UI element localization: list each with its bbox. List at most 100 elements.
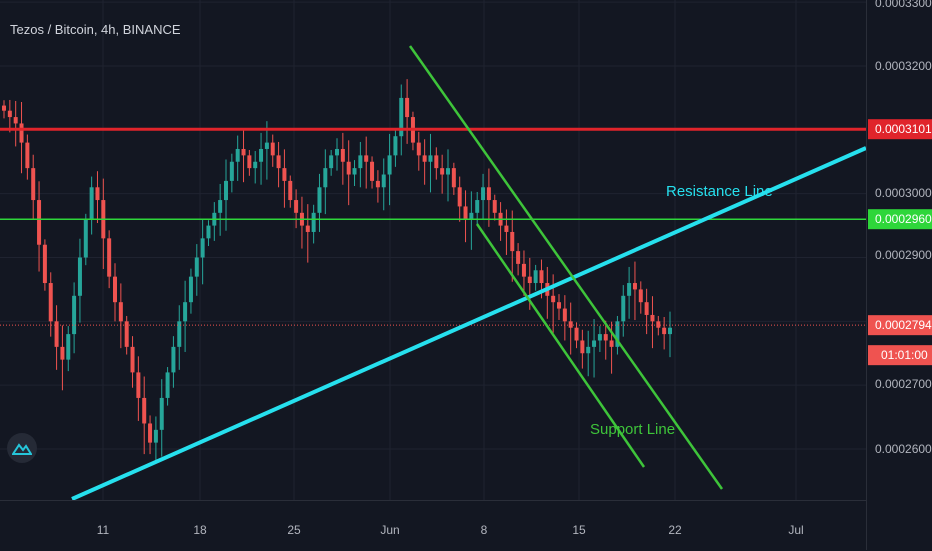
candle <box>481 173 486 220</box>
resistance-line-label: Resistance Line <box>666 183 773 200</box>
price-tag <box>868 315 932 336</box>
candle <box>153 416 158 462</box>
countdown-tag <box>868 345 932 366</box>
candle <box>358 141 363 188</box>
candle <box>387 133 392 206</box>
candle <box>323 149 328 215</box>
chart-title: Tezos / Bitcoin, 4h, BINANCE <box>10 22 181 37</box>
candle <box>422 139 427 185</box>
candle <box>282 149 287 208</box>
candle <box>288 175 293 208</box>
candle <box>229 153 234 193</box>
candle <box>206 220 211 247</box>
candle <box>148 415 153 455</box>
tradingview-logo-icon[interactable] <box>7 433 37 463</box>
candle <box>25 134 30 180</box>
candle <box>352 160 357 187</box>
candle <box>113 263 117 322</box>
candle <box>118 283 123 349</box>
candle <box>405 79 410 144</box>
candle <box>615 315 620 355</box>
price-tick-label: 0.0003200 <box>875 59 932 73</box>
candle <box>492 194 497 221</box>
candle <box>428 133 433 193</box>
candle <box>504 209 509 255</box>
candle <box>2 100 6 119</box>
countdown-label: 01:01:00 <box>881 348 928 362</box>
candle <box>586 330 591 377</box>
price-tag-label: 0.0002960 <box>875 212 932 226</box>
candle <box>171 336 176 388</box>
time-tick-label: 11 <box>97 523 110 537</box>
time-tick-label: 25 <box>287 523 301 537</box>
candle <box>37 181 42 272</box>
candle <box>183 280 188 352</box>
candle <box>95 171 100 224</box>
candle <box>124 315 129 355</box>
candle <box>107 230 112 289</box>
candle <box>557 294 561 321</box>
candle <box>247 150 252 176</box>
candle <box>142 376 147 455</box>
candle <box>294 189 299 229</box>
candle <box>253 151 258 184</box>
candle <box>340 132 345 185</box>
candle <box>19 102 24 174</box>
time-tick-label: 22 <box>668 523 682 537</box>
candle <box>375 170 380 203</box>
time-tick-label: Jul <box>788 523 803 537</box>
candle <box>656 315 661 336</box>
channel-upper-line <box>408 45 724 490</box>
candle <box>66 326 71 372</box>
candle <box>329 150 334 176</box>
candle <box>311 204 316 244</box>
candle <box>364 136 369 189</box>
candle <box>370 156 375 189</box>
candle <box>177 305 182 370</box>
candle <box>668 311 672 358</box>
price-axis[interactable]: 0.0003300 0.0003200 0.0003000 0.0002900 0.00… <box>866 0 932 550</box>
candle <box>194 244 199 296</box>
candle <box>440 154 445 194</box>
candle <box>533 264 538 291</box>
candle <box>317 173 322 232</box>
candle <box>434 147 439 180</box>
candle <box>200 219 205 285</box>
candle <box>580 329 585 369</box>
price-tag-label: 0.0002794 <box>875 318 932 332</box>
candle <box>60 325 65 391</box>
candle <box>650 296 655 349</box>
time-tick-label: 18 <box>193 523 207 537</box>
candle <box>644 288 649 335</box>
candle <box>562 295 567 341</box>
candle <box>662 316 667 350</box>
candle <box>264 121 269 180</box>
price-tick-label: 0.0002700 <box>875 377 932 391</box>
price-tick-label: 0.0003000 <box>875 186 932 200</box>
candle <box>603 320 608 360</box>
candle <box>574 322 579 349</box>
candle <box>521 250 526 296</box>
candle <box>592 319 597 378</box>
time-tick-label: Jun <box>380 523 399 537</box>
candle <box>381 158 386 211</box>
candles <box>2 79 672 462</box>
candle <box>346 140 351 206</box>
candle <box>13 100 18 147</box>
candle <box>77 238 82 323</box>
candle <box>7 99 12 133</box>
price-tick-label: 0.0002600 <box>875 442 932 456</box>
price-tag <box>868 119 932 140</box>
candle <box>218 183 223 236</box>
candle <box>399 84 404 156</box>
price-tick-label: 0.0003300 <box>875 0 932 10</box>
candle <box>83 213 88 266</box>
candle <box>335 138 339 171</box>
candle <box>235 135 240 181</box>
candle <box>451 162 456 195</box>
time-axis[interactable]: 11 18 25 Jun 8 15 22 Jul <box>0 500 866 551</box>
candle <box>31 154 36 220</box>
candle <box>516 243 521 276</box>
candle <box>463 190 468 243</box>
